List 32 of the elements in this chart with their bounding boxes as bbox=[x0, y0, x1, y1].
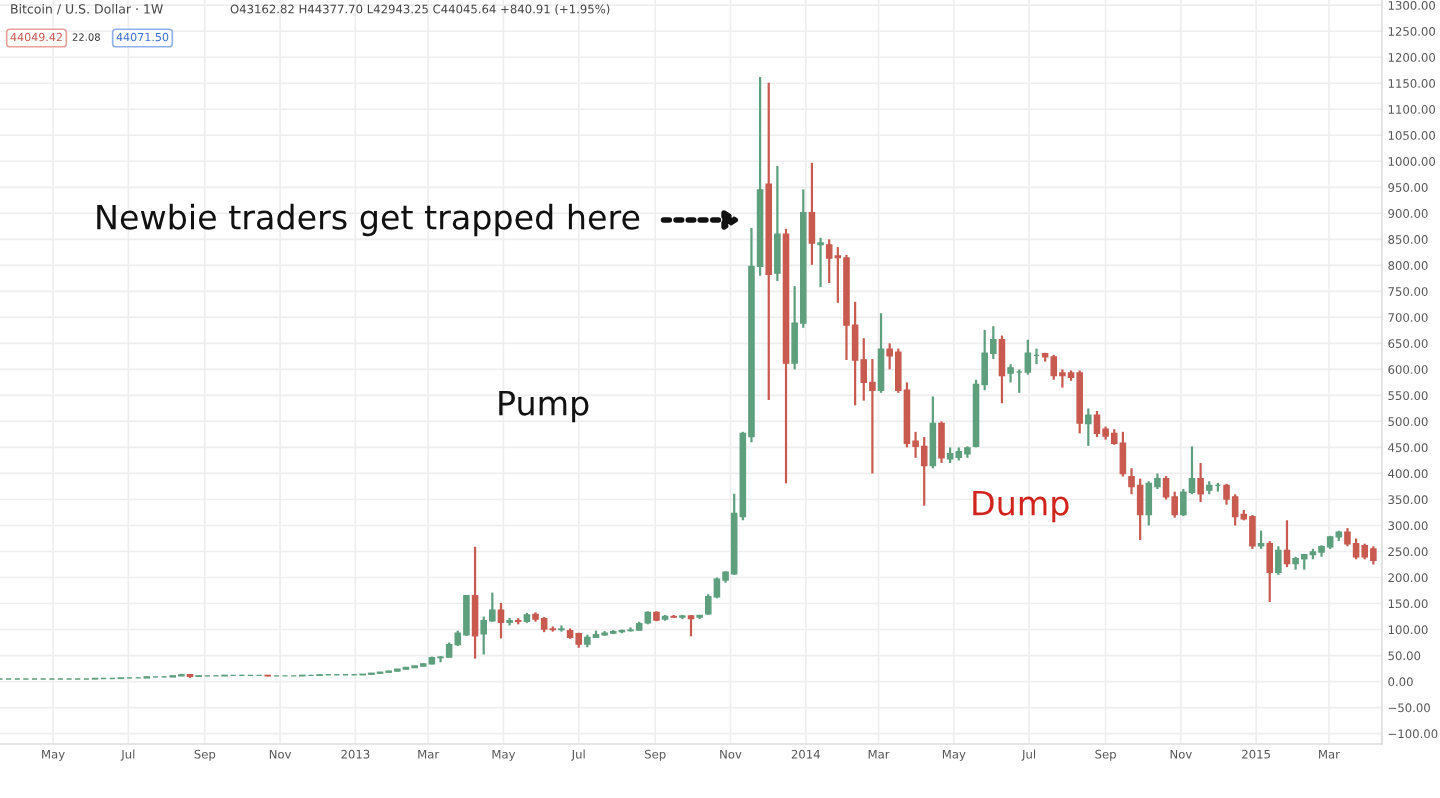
candlestick bbox=[1275, 545, 1282, 577]
candlestick bbox=[1119, 430, 1127, 478]
candlestick bbox=[1093, 409, 1101, 439]
candlestick bbox=[1085, 407, 1092, 447]
candlestick bbox=[471, 545, 479, 660]
candlestick bbox=[497, 601, 505, 640]
candlestick bbox=[808, 161, 816, 266]
annotation: Pump bbox=[499, 390, 589, 423]
candlestick bbox=[938, 420, 945, 465]
candlestick bbox=[1145, 480, 1153, 527]
candlestick bbox=[1283, 519, 1291, 569]
candlestick bbox=[920, 435, 928, 507]
candlestick bbox=[1266, 539, 1273, 604]
candlestick bbox=[877, 312, 885, 394]
candlestick bbox=[1024, 338, 1032, 376]
candlestick bbox=[463, 594, 470, 637]
candlestick bbox=[774, 164, 781, 283]
candlestick bbox=[817, 236, 824, 289]
candlestick bbox=[825, 238, 833, 285]
annotation: Dump bbox=[973, 490, 1069, 523]
candlestick bbox=[1249, 513, 1256, 551]
candlestick bbox=[1136, 477, 1144, 542]
candlestick bbox=[558, 624, 565, 633]
candlestick bbox=[1352, 537, 1360, 561]
candlestick bbox=[929, 395, 937, 470]
candlestick bbox=[1197, 461, 1204, 504]
candlestick bbox=[1050, 353, 1058, 381]
candlestick bbox=[1007, 363, 1014, 384]
candlestick bbox=[998, 334, 1006, 405]
candlestick bbox=[627, 626, 634, 633]
candlestick bbox=[1231, 493, 1239, 527]
annotation: Newbie traders get trapped here bbox=[97, 203, 640, 237]
